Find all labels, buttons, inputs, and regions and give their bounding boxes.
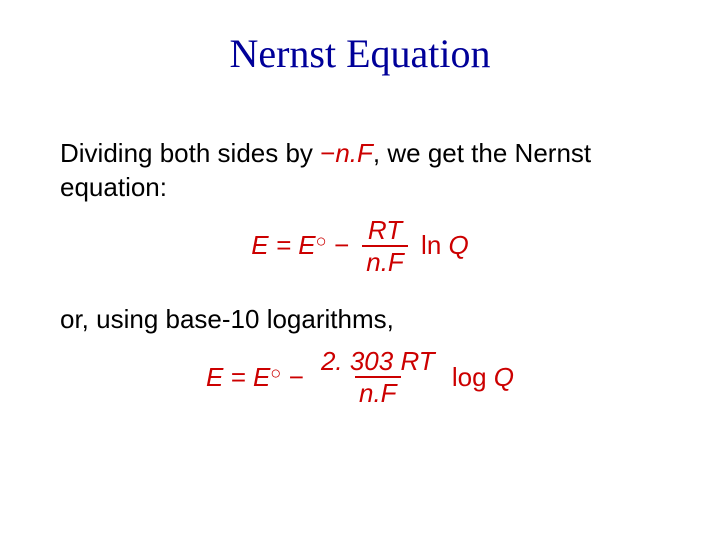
eq1-fraction: RT n.F	[362, 217, 408, 275]
eq1-Q: Q	[449, 230, 469, 260]
eq2-right: log Q	[445, 362, 514, 393]
nF-term: n.F	[335, 138, 373, 168]
eq2-E-eq-E: E = E	[206, 362, 270, 392]
equation-ln: E = E○ − RT n.F ln Q	[60, 217, 660, 275]
slide: Nernst Equation Dividing both sides by −…	[0, 0, 720, 540]
eq1-left: E = E○ −	[251, 230, 356, 261]
eq2-fraction: 2. 303 RT n.F	[317, 348, 439, 406]
intro-text: Dividing both sides by −n.F, we get the …	[60, 137, 660, 205]
eq1-right: ln Q	[414, 230, 469, 261]
eq2-log: log	[445, 362, 494, 392]
eq1-standard-symbol: ○	[316, 231, 327, 251]
page-title: Nernst Equation	[60, 30, 660, 77]
eq1-numerator: RT	[364, 217, 406, 245]
equation-log: E = E○ − 2. 303 RT n.F log Q	[60, 348, 660, 406]
eq2-standard-symbol: ○	[270, 363, 281, 383]
eq1-denominator: n.F	[362, 245, 408, 275]
eq2-denominator: n.F	[355, 376, 401, 406]
minus-sign: −	[320, 138, 335, 168]
eq2-minus: −	[281, 362, 311, 392]
eq2-Q: Q	[494, 362, 514, 392]
eq1-ln: ln	[414, 230, 449, 260]
eq2-left: E = E○ −	[206, 362, 311, 393]
eq1-E-eq-E: E = E	[251, 230, 315, 260]
eq2-numerator: 2. 303 RT	[317, 348, 439, 376]
intro-prefix: Dividing both sides by	[60, 138, 320, 168]
eq1-minus: −	[327, 230, 357, 260]
or-text: or, using base-10 logarithms,	[60, 303, 660, 337]
